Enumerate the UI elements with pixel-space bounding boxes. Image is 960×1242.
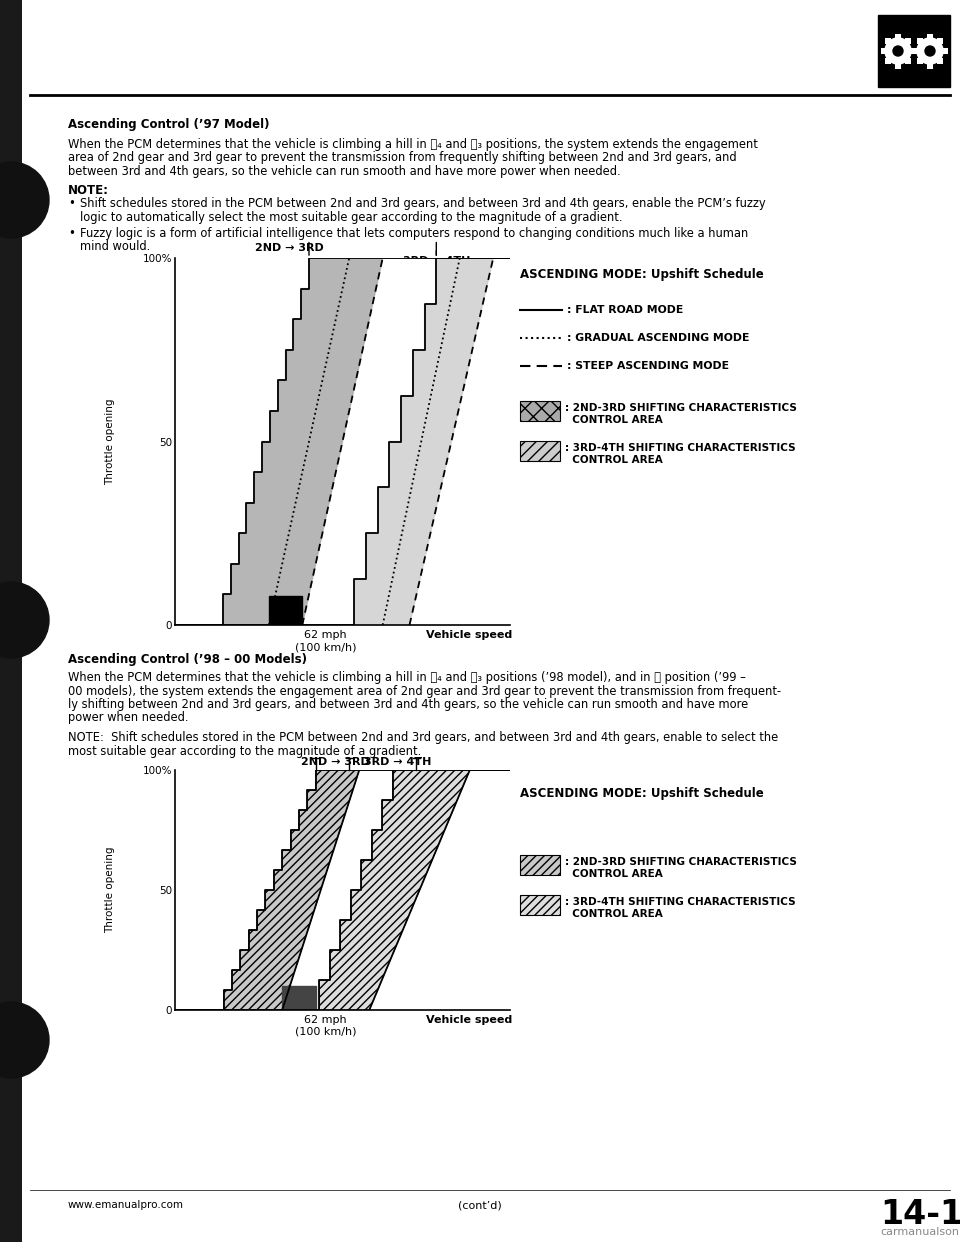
Text: Ascending Control (’98 – 00 Models): Ascending Control (’98 – 00 Models): [68, 653, 307, 666]
Circle shape: [925, 46, 935, 56]
Text: www.emanualpro.com: www.emanualpro.com: [68, 1200, 184, 1210]
Bar: [895, 34, 901, 40]
Text: CONTROL AREA: CONTROL AREA: [565, 415, 662, 425]
Bar: [878, 15, 950, 87]
Text: 00 models), the system extends the engagement area of 2nd gear and 3rd gear to p: 00 models), the system extends the engag…: [68, 684, 781, 698]
Text: Vehicle speed: Vehicle speed: [425, 1015, 512, 1025]
Text: carmanualsonline.info: carmanualsonline.info: [880, 1227, 960, 1237]
Bar: [913, 48, 919, 53]
Bar: [885, 58, 891, 65]
Text: : 3RD-4TH SHIFTING CHARACTERISTICS: : 3RD-4TH SHIFTING CHARACTERISTICS: [565, 897, 796, 907]
Text: logic to automatically select the most suitable gear according to the magnitude : logic to automatically select the most s…: [80, 210, 622, 224]
Text: 3RD → 4TH: 3RD → 4TH: [402, 256, 470, 266]
Bar: [0, 0, 22, 1242]
Bar: [905, 37, 911, 43]
Bar: [909, 48, 916, 53]
Text: ly shifting between 2nd and 3rd gears, and between 3rd and 4th gears, so the veh: ly shifting between 2nd and 3rd gears, a…: [68, 698, 748, 710]
Text: CONTROL AREA: CONTROL AREA: [565, 455, 662, 465]
Circle shape: [0, 161, 49, 238]
Bar: [520, 401, 560, 421]
Polygon shape: [175, 770, 510, 1010]
Text: Ascending Control (’97 Model): Ascending Control (’97 Model): [68, 118, 270, 130]
Text: ASCENDING MODE: Upshift Schedule: ASCENDING MODE: Upshift Schedule: [520, 787, 764, 800]
Bar: [917, 58, 923, 65]
Text: (100 km/h): (100 km/h): [295, 1027, 356, 1037]
Text: •: •: [68, 226, 75, 240]
Text: Fuzzy logic is a form of artificial intelligence that lets computers respond to : Fuzzy logic is a form of artificial inte…: [80, 226, 748, 240]
Text: 62 mph: 62 mph: [304, 630, 348, 640]
Bar: [927, 34, 933, 40]
Text: CONTROL AREA: CONTROL AREA: [565, 909, 662, 919]
Text: 14-19: 14-19: [880, 1199, 960, 1231]
Text: : GRADUAL ASCENDING MODE: : GRADUAL ASCENDING MODE: [567, 333, 750, 343]
Circle shape: [0, 582, 49, 658]
Bar: [520, 895, 560, 915]
Bar: [885, 37, 891, 43]
Bar: [917, 37, 923, 43]
Text: When the PCM determines that the vehicle is climbing a hill in Ⓓ₄ and Ⓓ₃ positio: When the PCM determines that the vehicle…: [68, 138, 757, 152]
Bar: [937, 37, 944, 43]
Circle shape: [885, 39, 911, 65]
Text: Vehicle speed: Vehicle speed: [425, 630, 512, 640]
Text: (100 km/h): (100 km/h): [295, 642, 356, 652]
Text: CONTROL AREA: CONTROL AREA: [565, 869, 662, 879]
Text: When the PCM determines that the vehicle is climbing a hill in Ⓓ₄ and Ⓓ₃ positio: When the PCM determines that the vehicle…: [68, 671, 746, 684]
Bar: [895, 62, 901, 68]
Text: 2ND → 3RD: 2ND → 3RD: [254, 243, 324, 253]
Y-axis label: Throttle opening: Throttle opening: [105, 847, 115, 933]
Text: NOTE:  Shift schedules stored in the PCM between 2nd and 3rd gears, and between : NOTE: Shift schedules stored in the PCM …: [68, 732, 779, 744]
Circle shape: [0, 1002, 49, 1078]
Bar: [520, 441, 560, 461]
Text: : 2ND-3RD SHIFTING CHARACTERISTICS: : 2ND-3RD SHIFTING CHARACTERISTICS: [565, 402, 797, 414]
Text: area of 2nd gear and 3rd gear to prevent the transmission from frequently shifti: area of 2nd gear and 3rd gear to prevent…: [68, 152, 736, 164]
Polygon shape: [175, 258, 510, 625]
Text: : STEEP ASCENDING MODE: : STEEP ASCENDING MODE: [567, 361, 729, 371]
Text: : 3RD-4TH SHIFTING CHARACTERISTICS: : 3RD-4TH SHIFTING CHARACTERISTICS: [565, 443, 796, 453]
Text: between 3rd and 4th gears, so the vehicle can run smooth and have more power whe: between 3rd and 4th gears, so the vehicl…: [68, 165, 620, 178]
Bar: [942, 48, 948, 53]
Text: Shift schedules stored in the PCM between 2nd and 3rd gears, and between 3rd and: Shift schedules stored in the PCM betwee…: [80, 197, 766, 210]
Text: : 2ND-3RD SHIFTING CHARACTERISTICS: : 2ND-3RD SHIFTING CHARACTERISTICS: [565, 857, 797, 867]
Text: mind would.: mind would.: [80, 240, 151, 252]
Text: (cont’d): (cont’d): [458, 1200, 502, 1210]
Text: power when needed.: power when needed.: [68, 712, 188, 724]
Bar: [880, 48, 886, 53]
Bar: [937, 58, 944, 65]
Text: 62 mph: 62 mph: [304, 1015, 348, 1025]
Bar: [520, 854, 560, 876]
Bar: [927, 62, 933, 68]
Text: •: •: [68, 197, 75, 210]
Circle shape: [917, 39, 943, 65]
Circle shape: [893, 46, 903, 56]
Text: : FLAT ROAD MODE: : FLAT ROAD MODE: [567, 306, 684, 315]
Y-axis label: Throttle opening: Throttle opening: [105, 399, 115, 484]
Polygon shape: [175, 770, 510, 1010]
Text: ASCENDING MODE: Upshift Schedule: ASCENDING MODE: Upshift Schedule: [520, 268, 764, 281]
Bar: [905, 58, 911, 65]
Text: 2ND → 3RD: 2ND → 3RD: [301, 758, 371, 768]
Polygon shape: [175, 258, 510, 625]
Text: NOTE:: NOTE:: [68, 184, 109, 196]
Polygon shape: [282, 986, 316, 1010]
Polygon shape: [269, 596, 302, 625]
Text: most suitable gear according to the magnitude of a gradient.: most suitable gear according to the magn…: [68, 744, 421, 758]
Text: 3RD → 4TH: 3RD → 4TH: [364, 758, 431, 768]
